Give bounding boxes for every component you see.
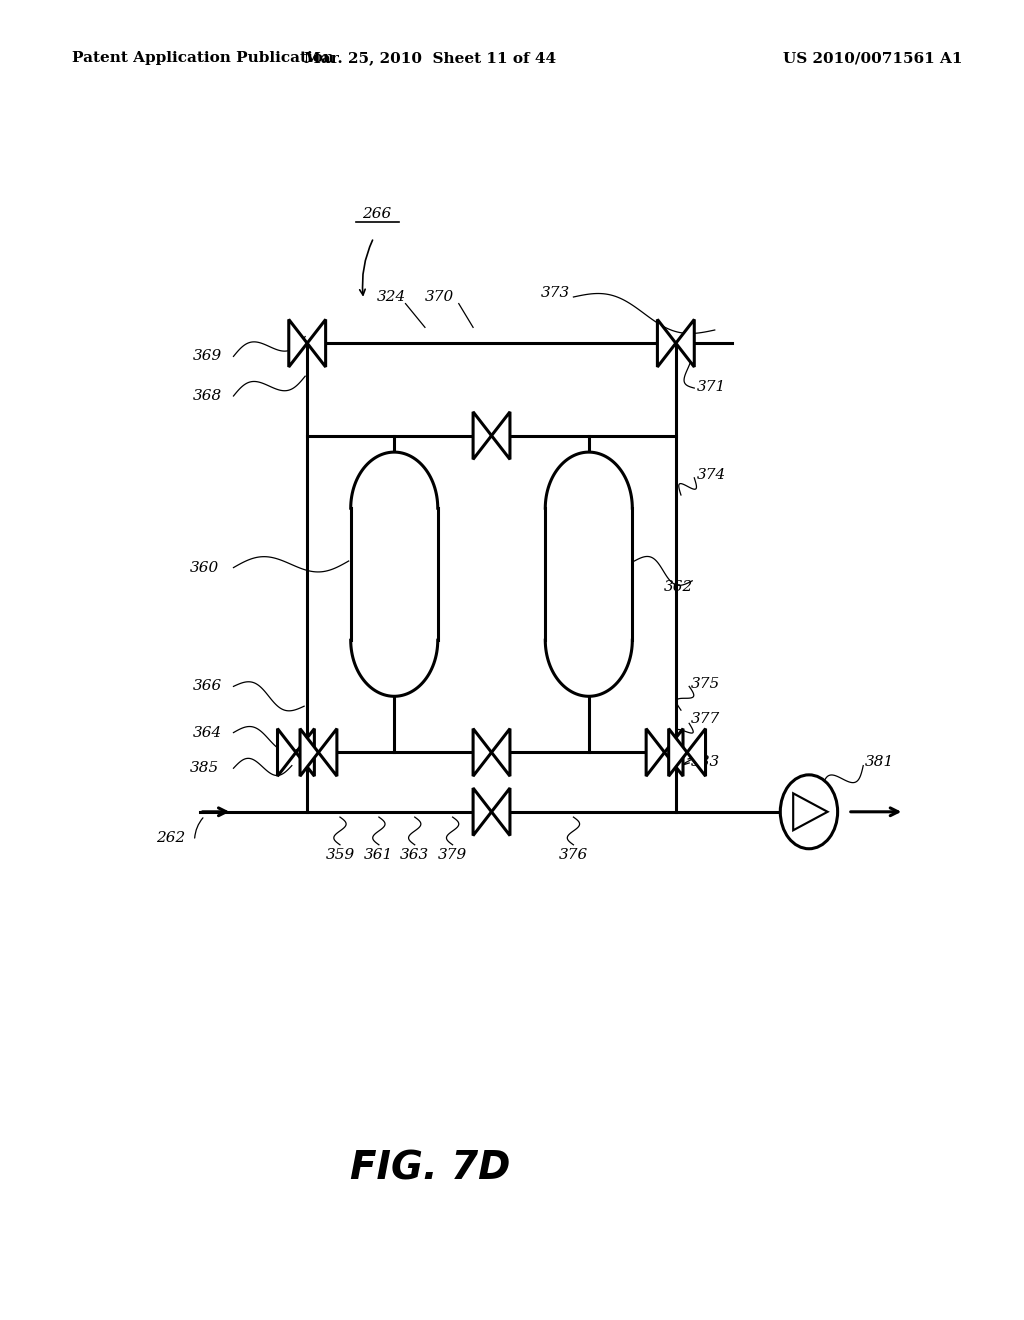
Text: FIG. 7D: FIG. 7D [350, 1150, 510, 1187]
Polygon shape [318, 729, 337, 776]
Text: 262: 262 [156, 832, 185, 845]
Polygon shape [646, 729, 665, 776]
Text: 366: 366 [193, 680, 222, 693]
PathPatch shape [545, 453, 632, 696]
Polygon shape [665, 729, 683, 776]
Text: 360: 360 [189, 561, 219, 574]
Text: 385: 385 [189, 762, 219, 775]
Text: 370: 370 [425, 290, 455, 304]
Text: Mar. 25, 2010  Sheet 11 of 44: Mar. 25, 2010 Sheet 11 of 44 [304, 51, 556, 65]
Polygon shape [296, 729, 314, 776]
Text: 362: 362 [664, 581, 693, 594]
Text: 361: 361 [365, 849, 393, 862]
Text: 363: 363 [400, 849, 429, 862]
Text: 376: 376 [559, 849, 588, 862]
Text: US 2010/0071561 A1: US 2010/0071561 A1 [783, 51, 963, 65]
Polygon shape [687, 729, 706, 776]
Text: 381: 381 [865, 755, 895, 768]
Polygon shape [473, 729, 492, 776]
Text: 266: 266 [362, 207, 391, 220]
Polygon shape [278, 729, 296, 776]
Polygon shape [492, 788, 510, 836]
Polygon shape [473, 412, 492, 459]
Text: 379: 379 [438, 849, 467, 862]
Polygon shape [669, 729, 687, 776]
Text: 364: 364 [193, 726, 222, 739]
Polygon shape [307, 319, 326, 367]
PathPatch shape [350, 453, 438, 696]
Polygon shape [300, 729, 318, 776]
Polygon shape [492, 412, 510, 459]
Polygon shape [289, 319, 307, 367]
Text: 383: 383 [691, 755, 721, 768]
Text: 375: 375 [691, 677, 721, 690]
Polygon shape [657, 319, 676, 367]
Text: 368: 368 [193, 389, 222, 403]
Circle shape [780, 775, 838, 849]
Polygon shape [676, 319, 694, 367]
Polygon shape [473, 788, 492, 836]
Polygon shape [794, 793, 827, 830]
Text: 373: 373 [541, 286, 570, 300]
Text: 374: 374 [696, 469, 726, 482]
Text: 359: 359 [326, 849, 354, 862]
Text: 371: 371 [696, 380, 726, 393]
Polygon shape [492, 729, 510, 776]
Text: Patent Application Publication: Patent Application Publication [72, 51, 334, 65]
Text: 324: 324 [377, 290, 407, 304]
Text: 369: 369 [193, 350, 222, 363]
Text: 377: 377 [691, 713, 721, 726]
